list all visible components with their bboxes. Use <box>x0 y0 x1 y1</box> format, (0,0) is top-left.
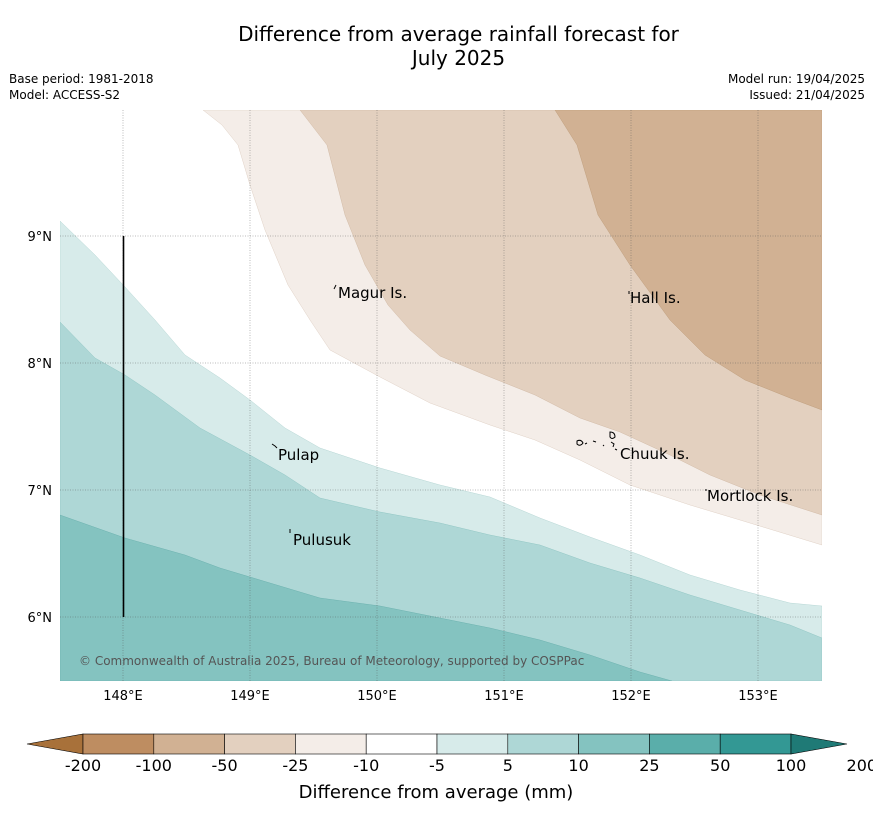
meta-left: Base period: 1981-2018 Model: ACCESS-S2 <box>9 71 154 103</box>
colorbar-segment <box>436 733 509 755</box>
colorbar-tick-label: 10 <box>568 756 588 775</box>
lon-tick-labels: 148°E 149°E 150°E 151°E 152°E 153°E <box>103 689 778 704</box>
lon-tick-148e: 148°E <box>103 689 143 704</box>
place-chuuk: Chuuk Is. <box>620 445 689 463</box>
lat-tick-8n: 8°N <box>28 357 53 372</box>
map-plot-area[interactable]: Magur Is. Hall Is. Pulap Chuuk Is. Mortl… <box>60 110 822 681</box>
band-plus-25 <box>60 514 673 681</box>
lon-tick-151e: 151°E <box>484 689 524 704</box>
place-pulusuk: Pulusuk <box>293 531 351 549</box>
band-minus-50 <box>554 110 822 411</box>
lon-tick-152e: 152°E <box>611 689 651 704</box>
colorbar-tick-label: 25 <box>639 756 659 775</box>
model-name: Model: ACCESS-S2 <box>9 88 121 102</box>
map-title: Difference from average rainfall forecas… <box>0 22 873 70</box>
colorbar-tick-label: -200 <box>65 756 101 775</box>
colorbar-tick-label: -5 <box>429 756 445 775</box>
place-hall: Hall Is. <box>630 289 681 307</box>
colorbar-segment <box>295 733 367 755</box>
colorbar-tick-label: 200 <box>847 756 873 775</box>
colorbar-tick-label: -50 <box>212 756 238 775</box>
colorbar-segment <box>507 733 579 755</box>
colorbar-segment <box>224 733 296 755</box>
place-mortlock: Mortlock Is. <box>707 487 793 505</box>
colorbar-segment <box>82 733 155 755</box>
model-run: Model run: 19/04/2025 <box>727 72 865 86</box>
lat-tick-9n: 9°N <box>28 230 53 245</box>
island-outlines <box>271 284 707 533</box>
colorbar-tick-label: -10 <box>353 756 379 775</box>
lon-tick-153e: 153°E <box>738 689 778 704</box>
colorbar-labels: -200 -100 -50 -25 -10 -5 5 10 25 50 100 200 <box>65 756 873 775</box>
colorbar-tick-label: -25 <box>282 756 308 775</box>
issued-date: Issued: 21/04/2025 <box>749 88 865 102</box>
colorbar-tick-label: 5 <box>503 756 513 775</box>
lat-tick-6n: 6°N <box>28 611 53 626</box>
place-magur: Magur Is. <box>338 284 407 302</box>
lon-tick-149e: 149°E <box>230 689 270 704</box>
colorbar-extend-high <box>790 733 848 755</box>
colorbar-tick-label: 100 <box>776 756 807 775</box>
colorbar-segment <box>649 733 721 755</box>
colorbar-extend-low <box>26 733 84 755</box>
title-line-1: Difference from average rainfall forecas… <box>238 22 679 46</box>
colorbar-title: Difference from average (mm) <box>299 782 574 803</box>
meta-right: Model run: 19/04/2025 Issued: 21/04/2025 <box>728 71 865 103</box>
copyright-text: © Commonwealth of Australia 2025, Bureau… <box>79 654 584 668</box>
lat-tick-7n: 7°N <box>28 484 53 499</box>
place-pulap: Pulap <box>278 446 319 464</box>
colorbar-segment <box>153 733 225 755</box>
colorbar-segment <box>578 733 650 755</box>
base-period: Base period: 1981-2018 <box>9 72 154 86</box>
colorbar <box>26 733 848 755</box>
colorbar-tick-label: 50 <box>710 756 730 775</box>
lat-tick-labels: 9°N 8°N 7°N 6°N <box>28 230 53 626</box>
gridlines <box>60 110 822 681</box>
colorbar-segment <box>365 733 438 755</box>
lon-tick-150e: 150°E <box>357 689 397 704</box>
colorbar-tick-label: -100 <box>136 756 172 775</box>
colorbar-segment <box>719 733 792 755</box>
title-line-2: July 2025 <box>411 46 506 70</box>
